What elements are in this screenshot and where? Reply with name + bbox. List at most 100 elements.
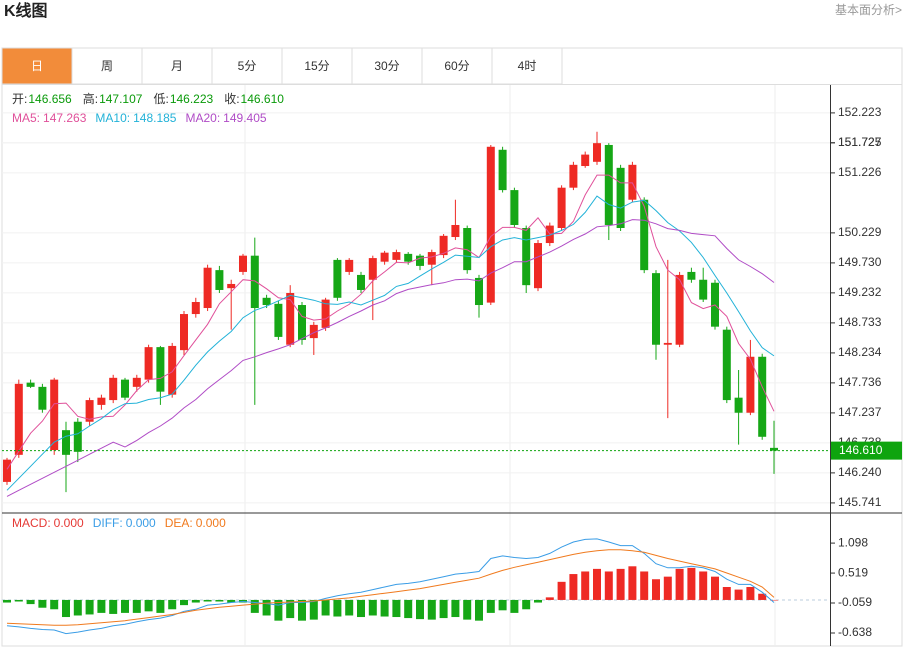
- ma-line: [6, 195, 775, 491]
- macd-bar: [227, 599, 236, 603]
- y-tick-label: 148.234: [838, 345, 882, 359]
- candle-body: [333, 259, 342, 298]
- candle-body: [416, 255, 424, 266]
- candle-body: [758, 356, 767, 437]
- tab-label[interactable]: 30分: [374, 59, 399, 73]
- macd-bar: [38, 599, 47, 608]
- macd-bar: [498, 599, 507, 611]
- legend-value: 146.656: [28, 92, 72, 106]
- macd-bar: [144, 599, 153, 612]
- candle-body: [156, 347, 165, 392]
- legend-entry: DIFF: 0.000: [93, 516, 156, 530]
- candle-body: [85, 400, 94, 422]
- tab-label[interactable]: 月: [171, 59, 183, 73]
- macd-bar: [640, 571, 649, 600]
- tab-label[interactable]: 周: [101, 59, 113, 73]
- tab[interactable]: [421, 47, 493, 85]
- macd-line: [6, 538, 775, 635]
- macd-bar: [569, 574, 578, 600]
- macd-bar: [109, 599, 118, 614]
- fundamental-link[interactable]: 基本面分析>: [835, 3, 902, 17]
- candle-body: [687, 271, 696, 280]
- macd-bar: [427, 599, 436, 620]
- candle-body: [50, 379, 59, 451]
- legend-value: 0.000: [126, 516, 156, 530]
- candle-body: [593, 143, 601, 162]
- candle-body: [427, 252, 436, 265]
- macd-bar: [439, 599, 448, 619]
- macd-bar: [486, 599, 495, 613]
- macd-bar: [522, 599, 531, 610]
- legend-value: 0.000: [54, 516, 84, 530]
- legend-entry: 收:146.610: [224, 92, 284, 106]
- candle-body: [368, 258, 377, 280]
- candle-body: [321, 299, 330, 328]
- legend-name: MA10:: [95, 111, 130, 125]
- macd-bar: [581, 571, 590, 600]
- candle-body: [286, 292, 295, 345]
- candle-body: [191, 302, 200, 315]
- tab-label[interactable]: 5分: [238, 59, 257, 73]
- legend-entry: DEA: 0.000: [165, 516, 226, 530]
- macd-bar: [156, 599, 165, 613]
- y-tick-label: 146.240: [838, 465, 882, 479]
- macd-bar: [593, 568, 601, 600]
- candle-body: [3, 459, 11, 482]
- legend-value: 146.223: [170, 92, 214, 106]
- candle-body: [663, 342, 672, 345]
- y-tick-label: 148.733: [838, 315, 882, 329]
- tab-label[interactable]: 15分: [304, 59, 329, 73]
- macd-bar: [734, 589, 743, 600]
- tab[interactable]: [281, 47, 353, 85]
- candle-body: [616, 167, 625, 228]
- legend-name: 低:: [153, 92, 168, 106]
- candle-body: [298, 305, 306, 340]
- legend-name: 开:: [12, 92, 27, 106]
- tab-label[interactable]: 日: [31, 59, 43, 73]
- macd-bar: [97, 599, 106, 613]
- macd-bar: [746, 587, 755, 600]
- macd-bar: [191, 599, 200, 603]
- macd-bar: [62, 599, 70, 618]
- y-tick-label: 145.741: [838, 495, 882, 509]
- macd-bar: [321, 599, 330, 616]
- tab-label[interactable]: 4时: [518, 59, 537, 73]
- legend-value: 147.107: [99, 92, 143, 106]
- macd-bar: [557, 581, 566, 600]
- candle-body: [109, 377, 118, 401]
- macd-bar: [758, 593, 767, 600]
- macd-bar: [368, 599, 377, 616]
- tab-label[interactable]: 60分: [444, 59, 469, 73]
- tab[interactable]: [211, 47, 283, 85]
- macd-bar: [534, 599, 542, 603]
- candle-body: [262, 297, 271, 306]
- candle-body: [439, 235, 448, 256]
- y-tick-label: 152.223: [838, 105, 882, 119]
- grid-v: [244, 85, 776, 646]
- macd-bar: [699, 571, 708, 600]
- y-tick-label: 147.237: [838, 405, 882, 419]
- candle-body: [557, 187, 566, 228]
- macd-bar: [309, 599, 318, 620]
- legend-name: DEA:: [165, 516, 193, 530]
- ma-line: [6, 174, 775, 470]
- legend-name: MA20:: [185, 111, 220, 125]
- candle-body: [144, 347, 153, 380]
- macd-bar: [26, 599, 35, 605]
- macd-bar: [711, 576, 719, 600]
- y-tick-label: 0.519: [838, 565, 868, 579]
- y-tick-label: 149.232: [838, 285, 882, 299]
- legend-entry: MA10: 148.185: [95, 111, 176, 125]
- y-tick-label: -0.638: [838, 625, 872, 639]
- legend-name: MA5:: [12, 111, 40, 125]
- macd-bar: [545, 597, 554, 600]
- candle-body: [274, 303, 283, 337]
- macd-bar: [85, 599, 94, 615]
- candle-body: [215, 270, 224, 290]
- tab[interactable]: [351, 47, 423, 85]
- candle-body: [486, 146, 495, 303]
- tab[interactable]: [491, 47, 563, 85]
- y-tick-label: 150.229: [838, 225, 882, 239]
- tab[interactable]: [1, 47, 73, 85]
- macd-bar: [392, 599, 401, 618]
